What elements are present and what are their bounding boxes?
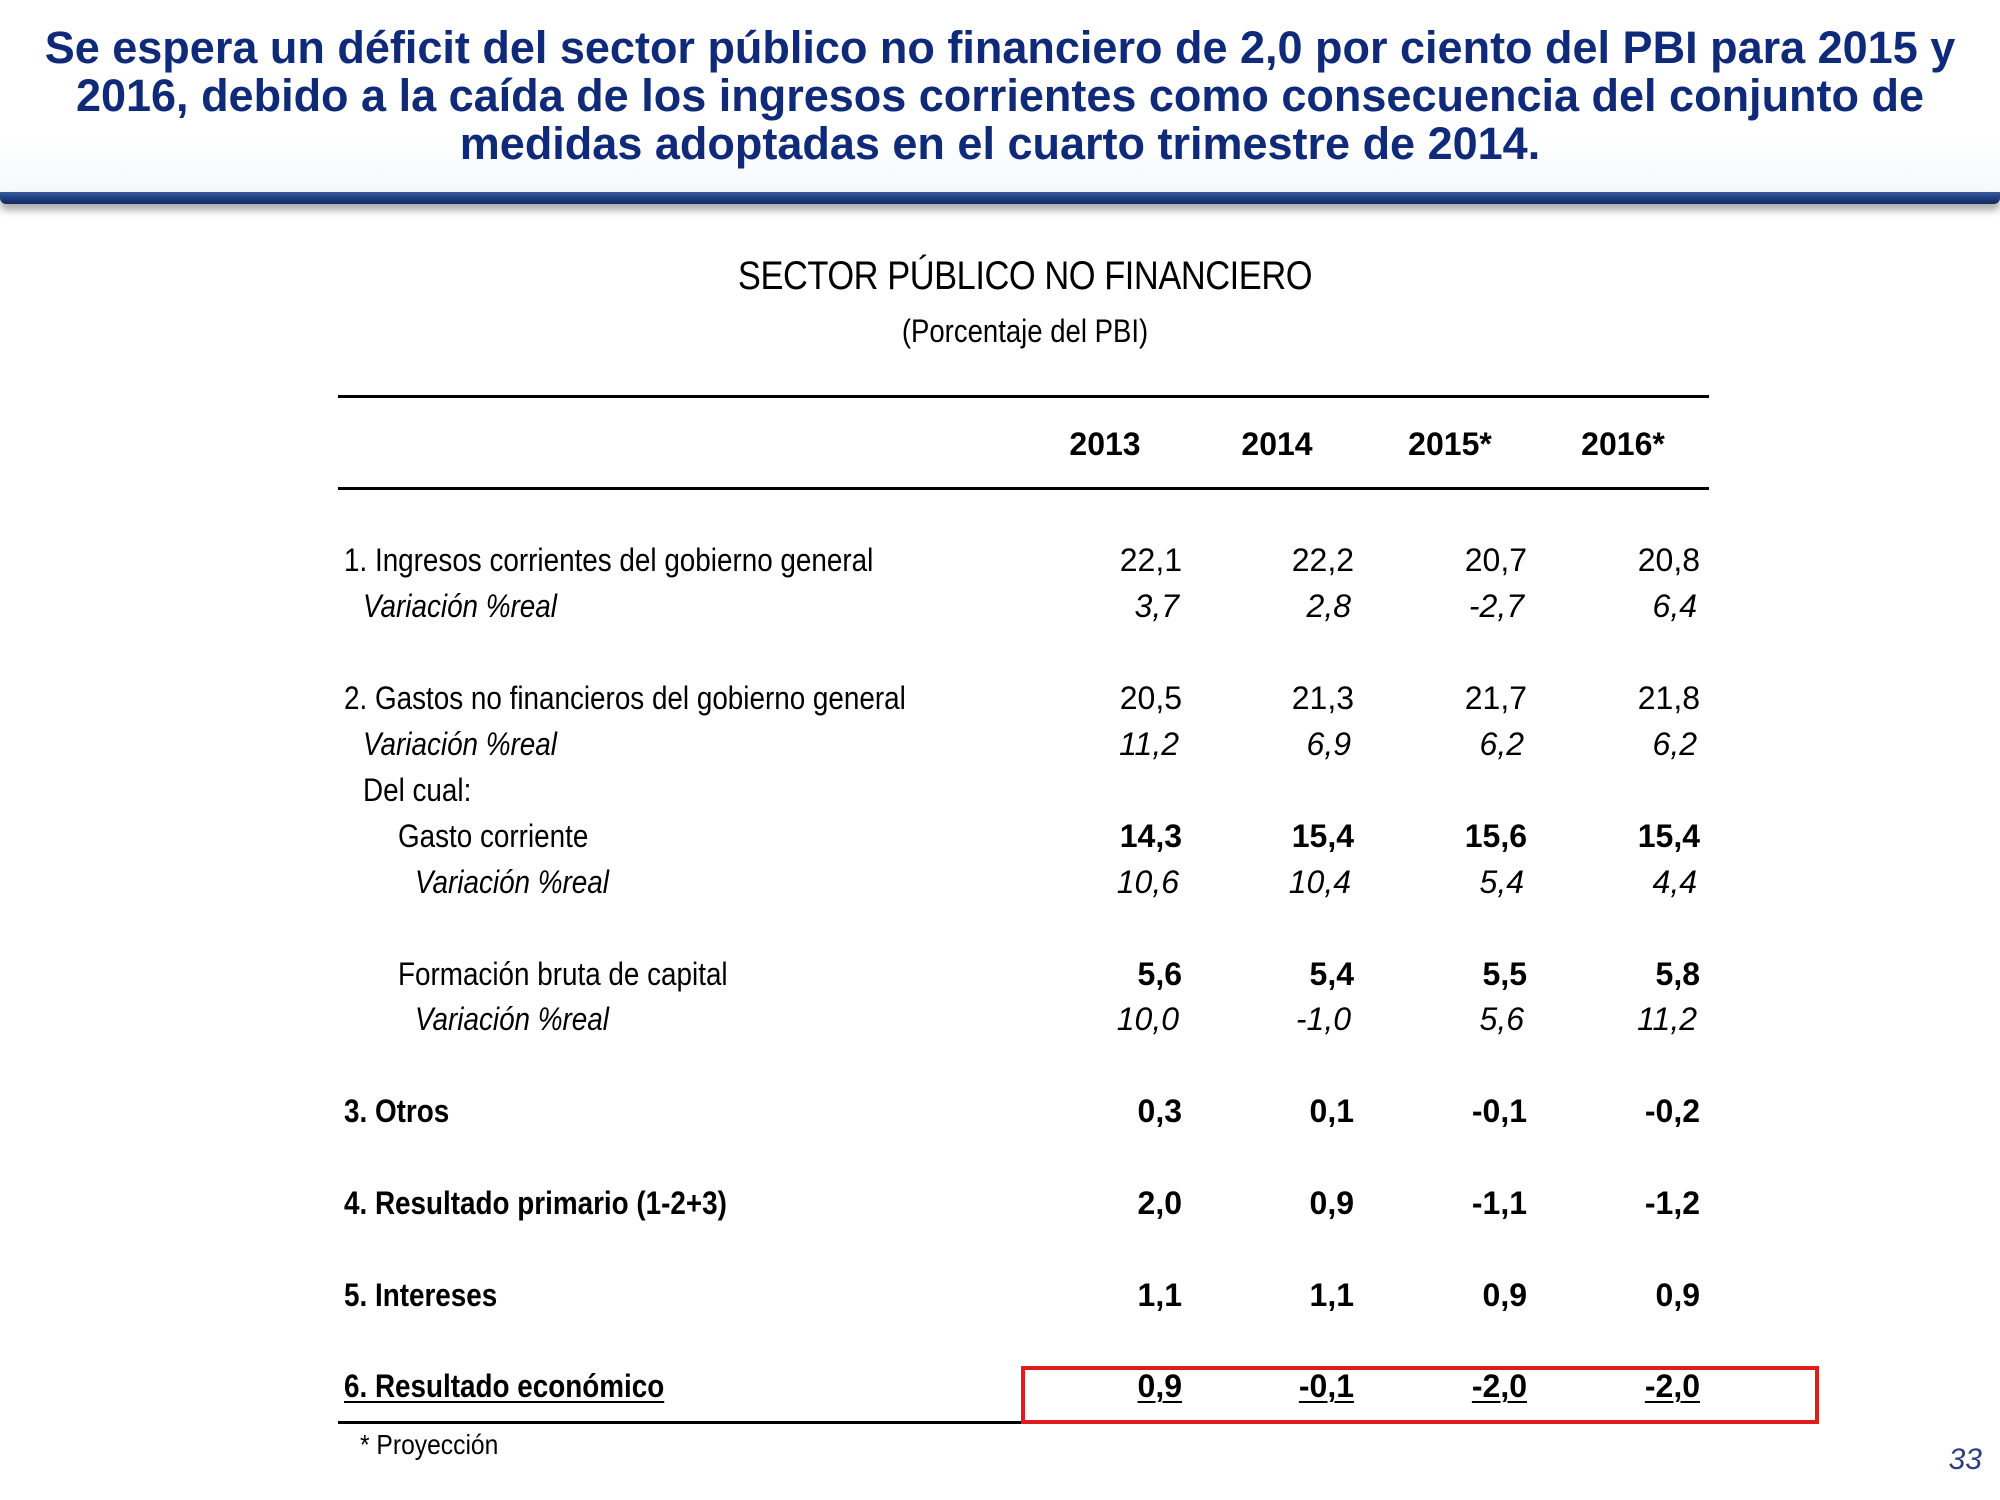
row-label: Del cual: — [363, 772, 472, 808]
row-label: Variación %real — [363, 726, 557, 762]
row-value: 0,1 — [1309, 1093, 1354, 1129]
row-value: 1,1 — [1137, 1277, 1182, 1313]
row-value: 21,7 — [1464, 680, 1527, 716]
slide-title: Se espera un déficit del sector público … — [44, 22, 1956, 169]
table-row: Variación %real 10,6 10,4 5,4 4,4 — [0, 860, 2000, 904]
row-value: -1,0 — [1295, 1001, 1351, 1037]
row-value: 21,3 — [1291, 680, 1354, 716]
table-row: 4. Resultado primario (1-2+3) 2,0 0,9 -1… — [0, 1181, 2000, 1225]
row-value: 0,9 — [1482, 1277, 1527, 1313]
row-value: 15,4 — [1291, 818, 1354, 854]
column-header-2013: 2013 — [1069, 426, 1141, 462]
row-value: 22,1 — [1119, 542, 1182, 578]
table-row: 3. Otros 0,3 0,1 -0,1 -0,2 — [0, 1089, 2000, 1133]
row-value: 11,2 — [1637, 1001, 1697, 1037]
table-row: Formación bruta de capital 5,6 5,4 5,5 5… — [0, 952, 2000, 996]
row-label: 3. Otros — [344, 1093, 450, 1129]
row-value: 14,3 — [1119, 818, 1182, 854]
row-value: 0,9 — [1655, 1277, 1700, 1313]
row-value: 6,9 — [1306, 726, 1351, 762]
table-header-row: 2013 2014 2015* 2016* — [0, 422, 2000, 466]
row-label: Variación %real — [415, 864, 609, 900]
row-value: 10,6 — [1116, 864, 1179, 900]
row-value: -1,1 — [1471, 1185, 1527, 1221]
row-label: 6. Resultado económico — [344, 1368, 665, 1404]
slide-header: Se espera un déficit del sector público … — [0, 0, 2000, 192]
table-row: 1. Ingresos corrientes del gobierno gene… — [0, 538, 2000, 582]
table-row: 2. Gastos no financieros del gobierno ge… — [0, 676, 2000, 720]
table-row: Variación %real 3,7 2,8 -2,7 6,4 — [0, 584, 2000, 628]
table-row: 5. Intereses 1,1 1,1 0,9 0,9 — [0, 1273, 2000, 1317]
table-title: SECTOR PÚBLICO NO FINANCIERO — [737, 254, 1313, 298]
row-value: -2,0 — [1644, 1368, 1700, 1404]
row-label: 2. Gastos no financieros del gobierno ge… — [344, 680, 906, 716]
highlight-box — [1021, 1366, 1819, 1424]
row-value: 5,6 — [1479, 1001, 1524, 1037]
page-number: 33 — [1948, 1443, 1982, 1476]
row-value: -1,2 — [1644, 1185, 1700, 1221]
row-value: 5,4 — [1479, 864, 1524, 900]
footnote: * Proyección — [360, 1429, 499, 1460]
row-value: 21,8 — [1637, 680, 1700, 716]
row-value: 6,2 — [1652, 726, 1697, 762]
row-value: 5,8 — [1655, 956, 1700, 992]
row-value: 2,8 — [1306, 588, 1351, 624]
table-row: 6. Resultado económico 0,9 -0,1 -2,0 -2,… — [0, 1364, 2000, 1408]
column-header-2016: 2016* — [1581, 426, 1665, 462]
row-value: 0,3 — [1137, 1093, 1182, 1129]
row-value: -2,7 — [1468, 588, 1524, 624]
row-value: -0,1 — [1471, 1093, 1527, 1129]
row-value: 22,2 — [1291, 542, 1354, 578]
row-label: Variación %real — [415, 1001, 609, 1037]
row-value: 1,1 — [1309, 1277, 1354, 1313]
row-label: 4. Resultado primario (1-2+3) — [344, 1185, 727, 1221]
row-label: 5. Intereses — [344, 1277, 498, 1313]
table-header-rule — [338, 487, 1709, 490]
table-row: Del cual: — [0, 768, 2000, 812]
row-value: 10,0 — [1116, 1001, 1179, 1037]
row-value: 5,5 — [1482, 956, 1527, 992]
row-value: 0,9 — [1309, 1185, 1354, 1221]
row-value: 2,0 — [1137, 1185, 1182, 1221]
row-value: 11,2 — [1119, 726, 1179, 762]
table-row: Gasto corriente 14,3 15,4 15,6 15,4 — [0, 814, 2000, 858]
row-label: Formación bruta de capital — [398, 956, 728, 992]
column-header-2015: 2015* — [1408, 426, 1492, 462]
row-value: 10,4 — [1288, 864, 1351, 900]
row-value: -2,0 — [1471, 1368, 1527, 1404]
row-value: 5,4 — [1309, 956, 1354, 992]
row-value: 5,6 — [1137, 956, 1182, 992]
row-value: 15,6 — [1464, 818, 1527, 854]
row-value: 20,7 — [1464, 542, 1527, 578]
row-value: 6,2 — [1479, 726, 1524, 762]
row-value: 0,9 — [1137, 1368, 1182, 1404]
row-value: 20,8 — [1637, 542, 1700, 578]
column-header-2014: 2014 — [1241, 426, 1313, 462]
table-row: Variación %real 11,2 6,9 6,2 6,2 — [0, 722, 2000, 766]
row-label: 1. Ingresos corrientes del gobierno gene… — [344, 542, 874, 578]
row-value: -0,2 — [1644, 1093, 1700, 1129]
row-value: 3,7 — [1134, 588, 1179, 624]
header-divider-bar — [0, 192, 2000, 204]
row-value: 20,5 — [1119, 680, 1182, 716]
row-value: -0,1 — [1298, 1368, 1354, 1404]
table-row: Variación %real 10,0 -1,0 5,6 11,2 — [0, 997, 2000, 1041]
row-label: Gasto corriente — [398, 818, 589, 854]
table-top-rule — [338, 395, 1709, 398]
row-value: 15,4 — [1637, 818, 1700, 854]
row-label: Variación %real — [363, 588, 557, 624]
row-value: 4,4 — [1652, 864, 1697, 900]
table-subtitle: (Porcentaje del PBI) — [901, 313, 1149, 349]
row-value: 6,4 — [1652, 588, 1697, 624]
